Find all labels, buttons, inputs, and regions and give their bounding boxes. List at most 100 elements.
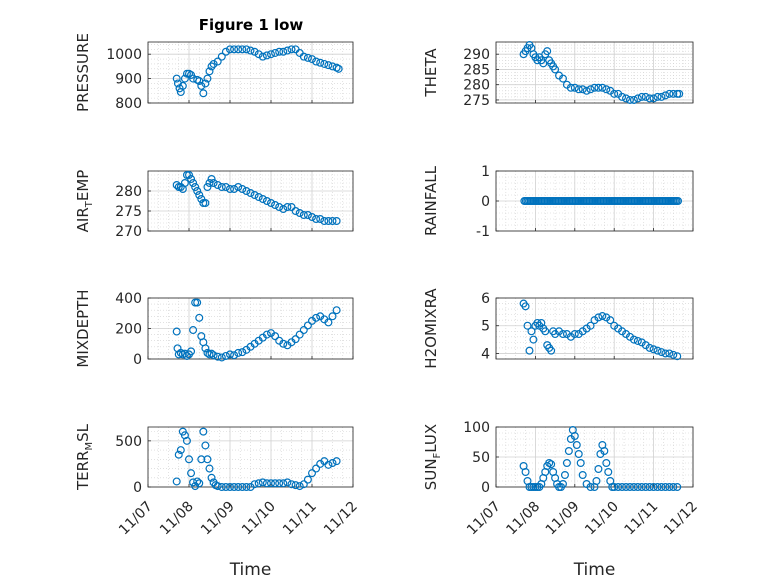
data-point bbox=[328, 217, 337, 226]
data-point bbox=[189, 179, 198, 188]
data-point bbox=[217, 483, 226, 492]
data-point bbox=[279, 479, 288, 488]
data-point bbox=[521, 468, 530, 477]
data-point bbox=[283, 46, 292, 55]
axes-box bbox=[147, 41, 354, 104]
data-point bbox=[308, 213, 317, 222]
y-tick-label: 500 bbox=[115, 434, 142, 450]
y-axis-label: TERRMSL bbox=[74, 423, 95, 491]
data-point bbox=[625, 95, 634, 104]
data-point bbox=[521, 302, 530, 311]
data-point bbox=[645, 483, 654, 492]
data-point bbox=[299, 326, 308, 335]
data-point bbox=[195, 313, 204, 322]
data-point bbox=[185, 455, 194, 464]
x-tick-label: 11/08 bbox=[503, 499, 543, 539]
data-point bbox=[226, 185, 235, 194]
y-axis-label: H2OMIXRA bbox=[422, 288, 440, 369]
data-point bbox=[207, 175, 216, 184]
data-point bbox=[234, 348, 243, 357]
y-tick-label: 800 bbox=[115, 96, 142, 112]
data-point bbox=[213, 482, 222, 491]
y-axis-label: PRESSURE bbox=[74, 33, 92, 112]
data-point bbox=[279, 205, 288, 214]
data-point bbox=[592, 477, 601, 486]
data-point bbox=[201, 199, 210, 208]
axes-box bbox=[495, 297, 694, 360]
data-point bbox=[547, 346, 556, 355]
data-point bbox=[574, 85, 583, 94]
data-point bbox=[578, 471, 587, 480]
data-point bbox=[217, 52, 226, 61]
data-point bbox=[675, 89, 684, 98]
data-point bbox=[645, 343, 654, 352]
data-point bbox=[566, 83, 575, 92]
data-point bbox=[182, 351, 191, 360]
data-point bbox=[267, 50, 276, 59]
data-point bbox=[238, 483, 247, 492]
data-point bbox=[594, 465, 603, 474]
data-point bbox=[606, 316, 615, 325]
data-point bbox=[246, 189, 255, 198]
data-point bbox=[598, 312, 607, 321]
data-point bbox=[661, 483, 670, 492]
data-point bbox=[234, 183, 243, 192]
data-point bbox=[187, 347, 196, 356]
data-point bbox=[334, 64, 343, 73]
data-point bbox=[303, 211, 312, 220]
data-point bbox=[649, 483, 658, 492]
data-point bbox=[572, 441, 581, 450]
data-point bbox=[258, 52, 267, 61]
x-tick-label: 11/09 bbox=[543, 499, 583, 539]
data-point bbox=[562, 459, 571, 468]
data-point bbox=[604, 468, 613, 477]
data-point bbox=[201, 441, 210, 450]
y-axis-label: RAINFALL bbox=[422, 165, 440, 236]
y-tick-label: 1 bbox=[481, 164, 490, 180]
data-point bbox=[254, 50, 263, 59]
data-point bbox=[238, 45, 247, 54]
data-point bbox=[637, 92, 646, 101]
data-point bbox=[558, 480, 567, 489]
data-point bbox=[201, 344, 210, 353]
data-point bbox=[669, 483, 678, 492]
data-point bbox=[674, 197, 683, 206]
data-point bbox=[653, 92, 662, 101]
data-point bbox=[295, 209, 304, 218]
data-point bbox=[275, 47, 284, 56]
y-tick-label: 290 bbox=[463, 47, 490, 63]
data-point bbox=[199, 89, 208, 98]
data-point bbox=[665, 483, 674, 492]
data-point bbox=[332, 217, 341, 226]
data-point bbox=[328, 312, 337, 321]
data-point bbox=[547, 460, 556, 469]
panel-pressure: 800 900 1000 PRESSURE bbox=[74, 33, 354, 112]
x-tick-label: 11/11 bbox=[280, 499, 320, 539]
data-point bbox=[308, 55, 317, 64]
data-point bbox=[653, 483, 662, 492]
data-point bbox=[312, 57, 321, 66]
data-point bbox=[230, 185, 239, 194]
data-point bbox=[570, 330, 579, 339]
data-point bbox=[649, 94, 658, 103]
data-point bbox=[669, 89, 678, 98]
data-point bbox=[600, 447, 609, 456]
data-point bbox=[262, 51, 271, 60]
data-point bbox=[226, 483, 235, 492]
y-tick-label: 6 bbox=[481, 291, 490, 307]
data-point bbox=[558, 74, 567, 83]
data-point bbox=[275, 203, 284, 212]
data-point bbox=[287, 203, 296, 212]
data-point bbox=[641, 92, 650, 101]
data-point bbox=[221, 483, 230, 492]
data-point bbox=[254, 479, 263, 488]
y-tick-label: 0 bbox=[481, 194, 490, 210]
data-point bbox=[590, 83, 599, 92]
data-point bbox=[669, 350, 678, 359]
data-point bbox=[665, 349, 674, 358]
data-point bbox=[213, 57, 222, 66]
data-point bbox=[203, 455, 212, 464]
data-point bbox=[230, 351, 239, 360]
panel-rainfall: -1 0 1 RAINFALL bbox=[422, 164, 694, 240]
data-point bbox=[180, 179, 189, 188]
